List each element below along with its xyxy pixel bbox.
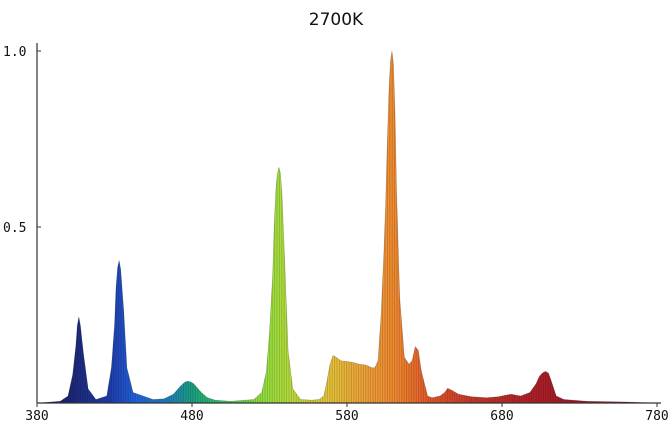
chart-title: 2700K <box>309 10 364 30</box>
x-tick-label: 580 <box>335 409 358 424</box>
spectrum-hatching <box>37 51 657 403</box>
y-tick-label: 0.5 <box>3 221 26 236</box>
spectrum-area-series-0 <box>36 50 658 404</box>
x-tick-label: 680 <box>490 409 513 424</box>
plot-area <box>36 50 658 404</box>
x-tick-label: 380 <box>25 409 48 424</box>
x-tick-label: 480 <box>180 409 203 424</box>
x-tick-label: 780 <box>645 409 668 424</box>
axes <box>36 43 661 407</box>
y-tick-label: 1.0 <box>3 45 26 60</box>
tick-labels: 380 480 580 680 780 0.5 1.0 <box>3 45 669 424</box>
